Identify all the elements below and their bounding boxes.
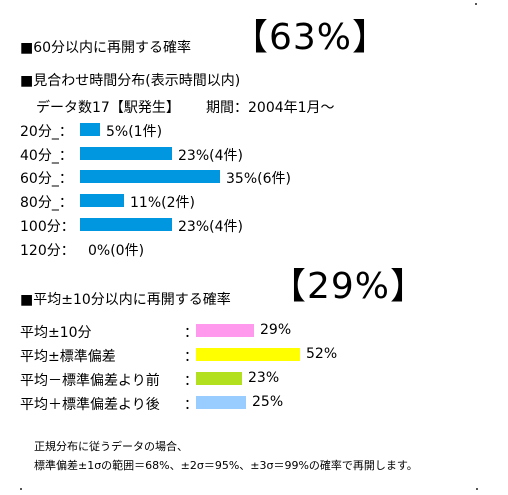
corner-mark (476, 488, 478, 490)
section1-title: ■60分以内に再開する確率 (20, 40, 192, 56)
prob-value: 29% (260, 322, 292, 338)
prob-separator: ： (184, 349, 198, 365)
prob-bar (196, 348, 300, 361)
dist-bar (80, 170, 220, 183)
period: 期間：2004年1月～ (206, 100, 335, 116)
dist-label: 100分： (20, 219, 75, 235)
prob-bar (196, 396, 246, 409)
section2-title: ■見合わせ時間分布(表示時間以内) (20, 73, 241, 89)
prob-label: 平均－標準偏差より前 (20, 373, 160, 389)
prob-separator: ： (184, 325, 198, 341)
dist-value: 5%(1件) (106, 124, 163, 140)
dist-value: 35%(6件) (226, 171, 291, 187)
section3-probability: 【29%】 (270, 266, 428, 307)
dist-bar (80, 123, 100, 136)
prob-label: 平均±標準偏差 (20, 349, 116, 365)
dist-value: 23%(4件) (178, 219, 243, 235)
dist-value: 11%(2件) (130, 195, 195, 211)
dist-bar (80, 147, 172, 160)
prob-separator: ： (184, 397, 198, 413)
prob-bar (196, 372, 242, 385)
note-line-2: 標準偏差±1σの範囲＝68%、±2σ＝95%、±3σ＝99%の確率で再開します。 (34, 459, 418, 472)
prob-bar (196, 324, 254, 337)
dist-label: 40分_： (20, 148, 73, 164)
prob-value: 23% (248, 370, 280, 386)
note-line-1: 正規分布に従うデータの場合、 (34, 440, 188, 453)
dist-label: 60分_： (20, 171, 73, 187)
prob-value: 25% (252, 394, 284, 410)
prob-value: 52% (306, 346, 338, 362)
prob-label: 平均＋標準偏差より後 (20, 397, 160, 413)
corner-mark (20, 488, 22, 490)
dist-bar (80, 218, 172, 231)
dist-label: 80分_： (20, 195, 73, 211)
section3-title: ■平均±10分以内に再開する確率 (20, 292, 231, 308)
data-count: データ数17【駅発生】 (36, 100, 180, 116)
prob-label: 平均±10分 (20, 325, 92, 341)
dist-label: 20分_： (20, 124, 73, 140)
section1-probability: 【63%】 (232, 17, 390, 58)
dist-value: 0%(0件) (88, 243, 145, 259)
dist-bar (80, 194, 124, 207)
corner-mark (475, 3, 477, 5)
dist-value: 23%(4件) (178, 148, 243, 164)
prob-separator: ： (184, 373, 198, 389)
dist-label: 120分： (20, 243, 75, 259)
